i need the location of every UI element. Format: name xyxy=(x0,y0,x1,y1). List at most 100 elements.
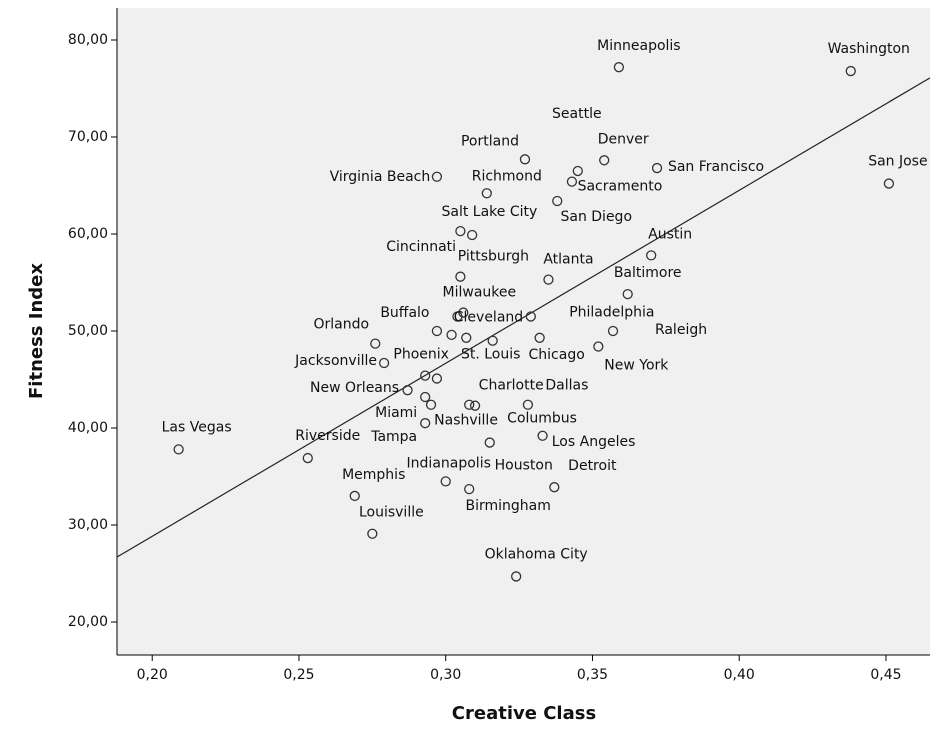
y-tick-label: 50,00 xyxy=(68,323,108,339)
point-label: Las Vegas xyxy=(162,419,232,435)
point xyxy=(464,399,475,410)
point-label: San Francisco xyxy=(668,159,764,175)
point xyxy=(651,162,663,174)
point-label: San Jose xyxy=(868,154,927,170)
point-label: Jacksonville xyxy=(294,353,377,369)
point-label: Salt Lake City xyxy=(441,204,537,220)
x-tick-label: 0,25 xyxy=(283,667,314,683)
point-label: New York xyxy=(604,358,669,374)
y-tick-label: 60,00 xyxy=(68,226,108,242)
point-label: Cincinnati xyxy=(386,239,456,255)
point-label: Buffalo xyxy=(380,305,429,321)
point xyxy=(522,399,534,410)
point xyxy=(431,373,443,384)
point xyxy=(420,418,431,429)
point-label: Virginia Beach xyxy=(330,169,431,185)
point xyxy=(420,391,431,403)
point-label: Indianapolis xyxy=(407,455,491,471)
point-label: Los Angeles xyxy=(552,434,636,450)
point xyxy=(455,225,466,237)
point-label: Sacramento xyxy=(578,179,663,195)
point xyxy=(572,165,583,177)
point-label: Washington xyxy=(828,41,910,57)
point-label: Pittsburgh xyxy=(458,249,529,265)
point xyxy=(519,154,531,165)
point xyxy=(440,476,451,487)
point-label: Charlotte xyxy=(479,378,544,394)
point xyxy=(378,357,390,369)
point xyxy=(566,176,578,187)
point-label: Orlando xyxy=(313,317,369,333)
point-label: Louisville xyxy=(359,505,424,521)
point xyxy=(420,370,431,381)
point-label: Tampa xyxy=(370,429,417,445)
point-label: Houston xyxy=(495,458,553,474)
point-label: Atlanta xyxy=(543,252,593,268)
point xyxy=(487,335,498,346)
point-label: Chicago xyxy=(529,347,585,363)
point xyxy=(549,482,560,493)
x-tick-label: 0,45 xyxy=(870,667,901,683)
point xyxy=(646,250,657,261)
point xyxy=(173,444,184,455)
point xyxy=(534,332,545,343)
point-label: Cleveland xyxy=(454,309,523,325)
x-tick-label: 0,30 xyxy=(430,667,461,683)
point-label: Birmingham xyxy=(466,498,551,514)
point xyxy=(455,271,466,282)
point xyxy=(511,571,522,582)
point-label: Philadelphia xyxy=(569,304,654,320)
x-tick-label: 0,40 xyxy=(724,667,755,683)
point-label: Miami xyxy=(375,405,417,421)
point-label: Richmond xyxy=(472,168,542,184)
point xyxy=(402,385,413,396)
y-tick-label: 70,00 xyxy=(68,129,108,145)
point xyxy=(431,171,443,182)
point xyxy=(543,274,554,285)
point xyxy=(599,155,610,166)
point-label: Phoenix xyxy=(393,347,449,363)
point-label: San Diego xyxy=(560,209,632,225)
point xyxy=(370,338,381,349)
point xyxy=(469,400,481,411)
point-label: Seattle xyxy=(552,106,602,122)
point-label: New Orleans xyxy=(310,380,399,396)
point xyxy=(446,329,457,341)
point xyxy=(349,490,360,502)
point-label: Oklahoma City xyxy=(485,546,588,562)
point-label: St. Louis xyxy=(461,347,520,363)
point-label: Baltimore xyxy=(614,265,682,281)
point xyxy=(466,229,478,241)
point-label: Minneapolis xyxy=(597,38,680,54)
point xyxy=(593,341,604,352)
point xyxy=(302,452,313,464)
point-label: Denver xyxy=(598,131,649,147)
x-tick-label: 0,20 xyxy=(137,667,168,683)
y-tick-label: 20,00 xyxy=(68,614,108,630)
point xyxy=(431,325,443,337)
point xyxy=(452,311,463,322)
point xyxy=(461,332,472,343)
point xyxy=(425,399,437,410)
point xyxy=(613,62,625,73)
point-label: Riverside xyxy=(295,428,360,444)
point-label: Milwaukee xyxy=(443,285,517,301)
point xyxy=(484,437,495,448)
point xyxy=(622,289,633,300)
x-axis-label: Creative Class xyxy=(452,703,596,724)
point xyxy=(607,325,619,337)
point xyxy=(552,195,563,207)
point-label: Austin xyxy=(648,226,692,242)
x-tick-label: 0,35 xyxy=(577,667,608,683)
y-tick-label: 40,00 xyxy=(68,420,108,436)
point xyxy=(883,178,895,189)
point-label: Dallas xyxy=(545,378,588,394)
point xyxy=(845,65,856,77)
y-axis-label: Fitness Index xyxy=(26,263,47,399)
y-tick-label: 80,00 xyxy=(68,32,108,48)
point-label: Nashville xyxy=(434,413,498,429)
point xyxy=(525,311,536,322)
point xyxy=(367,528,378,539)
